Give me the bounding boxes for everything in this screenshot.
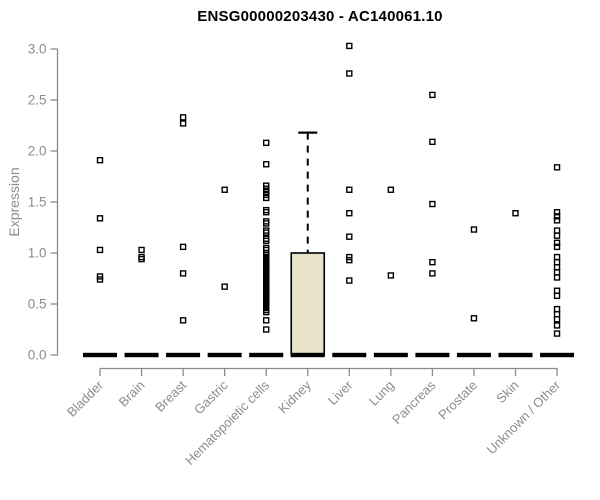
y-axis: 0.0 0.5 1.0 1.5 2.0 2.5 3.0 (28, 42, 59, 363)
data-point (553, 253, 561, 261)
x-tick-label: Gastric (191, 377, 231, 417)
median-bar (290, 352, 325, 358)
data-point (179, 243, 187, 251)
data-point (221, 283, 228, 290)
data-point (429, 270, 436, 277)
data-point (96, 246, 104, 254)
data-point (179, 114, 187, 121)
data-point (553, 269, 561, 276)
y-tick-label: 1.5 (28, 195, 47, 210)
data-point (553, 208, 561, 216)
data-point (96, 215, 104, 222)
data-point (553, 316, 561, 323)
data-point (553, 287, 561, 294)
median-bar (207, 352, 242, 358)
data-point (512, 210, 519, 217)
data-point (553, 258, 561, 266)
y-tick-label: 3.0 (28, 42, 47, 57)
data-point (263, 308, 270, 316)
data-point (263, 317, 270, 324)
x-tick-label: Liver (325, 377, 356, 408)
y-tick-label: 1.0 (28, 246, 47, 261)
data-point (470, 226, 478, 233)
y-tick-label: 0.0 (28, 348, 47, 363)
median-bar (124, 352, 159, 358)
data-point (553, 232, 561, 239)
median-bar (332, 352, 367, 358)
x-tick-label: Skin (493, 378, 521, 406)
data-point (553, 164, 561, 171)
median-bar (540, 352, 575, 358)
y-tick-label: 2.5 (28, 93, 47, 108)
x-tick-label: Kidney (275, 377, 314, 416)
data-point (221, 186, 228, 193)
data-point (553, 330, 561, 337)
data-point (387, 272, 395, 279)
data-point (263, 161, 270, 168)
x-tick-label: Bladder (64, 377, 107, 420)
data-point (553, 274, 561, 281)
box-Kidney (290, 252, 326, 356)
data-point (138, 255, 145, 263)
data-point (263, 237, 270, 244)
data-point (346, 42, 353, 50)
x-tick-label: Brain (116, 378, 148, 410)
median-bar (498, 352, 533, 358)
data-point (263, 326, 270, 333)
data-point (346, 186, 353, 193)
median-bar (456, 352, 491, 358)
y-axis-title: Expression (6, 167, 22, 236)
x-tick-label: Pancreas (389, 377, 439, 427)
data-point (553, 227, 561, 234)
y-tick-label: 2.0 (28, 144, 47, 159)
data-point (429, 258, 436, 266)
x-tick-label: Unknown / Other (484, 377, 564, 457)
data-point (263, 208, 270, 216)
data-point (553, 239, 561, 247)
boxes (83, 131, 575, 358)
median-bar (373, 352, 408, 358)
data-point (346, 210, 353, 217)
data-point (387, 186, 395, 193)
y-tick-label: 0.5 (28, 297, 47, 312)
points (96, 42, 561, 337)
data-point (179, 270, 187, 277)
data-point (346, 277, 353, 284)
data-point (138, 246, 145, 254)
data-point (553, 264, 561, 271)
data-point (263, 220, 270, 227)
data-point (553, 311, 561, 318)
x-tick-label: Prostate (435, 378, 480, 423)
data-point (470, 315, 478, 322)
x-tick-label: Lung (366, 378, 397, 409)
data-point (553, 305, 561, 313)
data-point (553, 292, 561, 300)
data-point (179, 317, 187, 324)
chart-title: ENSG00000203430 - AC140061.10 (197, 8, 443, 25)
data-point (346, 70, 353, 77)
data-point (96, 156, 104, 164)
data-point (346, 233, 353, 240)
data-point (553, 217, 561, 224)
data-point (553, 243, 561, 251)
median-bar (415, 352, 450, 358)
data-point (553, 322, 561, 329)
data-point (429, 138, 436, 146)
data-point (553, 213, 561, 220)
median-bar (166, 352, 201, 358)
median-bar (249, 352, 284, 358)
data-point (263, 229, 270, 236)
data-point (429, 200, 436, 208)
data-point (263, 139, 270, 147)
x-tick-label: Breast (152, 377, 189, 414)
data-point (263, 194, 270, 202)
data-point (96, 276, 104, 283)
data-point (346, 256, 353, 264)
median-bar (83, 352, 117, 358)
data-point (429, 91, 436, 99)
data-point (179, 120, 187, 127)
